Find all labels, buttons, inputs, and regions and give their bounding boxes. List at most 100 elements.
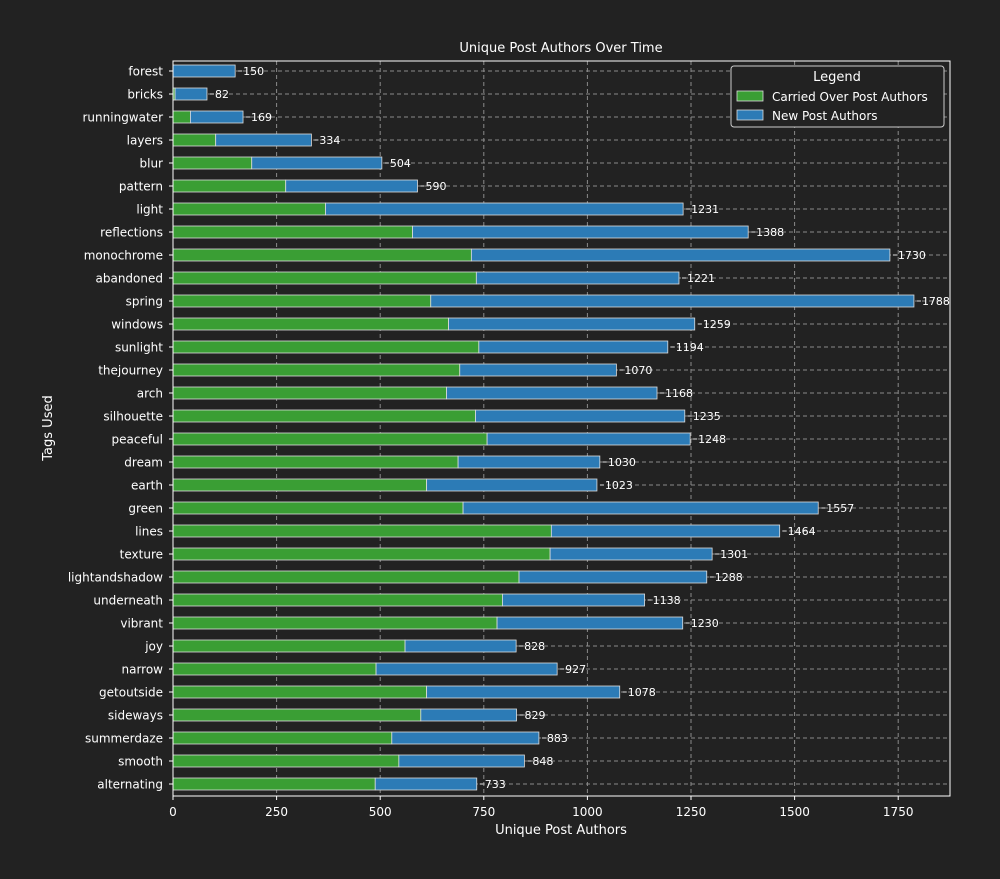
bar-carried-light [172, 202, 326, 216]
data-label-dream: 1030 [608, 456, 636, 469]
bar-new-runningwater [190, 110, 244, 124]
bar-carried-spring [172, 294, 432, 308]
y-tick-label-light: light [136, 203, 163, 217]
data-label-vibrant: 1230 [691, 617, 719, 630]
bar-carried-arch [172, 386, 447, 400]
bar-new-lightandshadow [518, 570, 708, 584]
legend-swatch-new [736, 109, 764, 121]
y-tick-label-spring: spring [126, 295, 163, 309]
data-label-abandoned: 1221 [687, 272, 715, 285]
bar-new-sunlight [478, 340, 669, 354]
data-label-sunlight: 1194 [676, 341, 704, 354]
data-label-runningwater: 169 [251, 111, 272, 124]
legend-swatch-carried [736, 90, 764, 102]
data-label-peaceful: 1248 [698, 433, 726, 446]
x-tick-label: 500 [369, 805, 392, 819]
bar-new-getoutside [426, 685, 621, 699]
bar-new-peaceful [486, 432, 691, 446]
data-label-smooth: 848 [532, 755, 553, 768]
y-tick-label-alternating: alternating [97, 778, 163, 792]
y-tick-label-reflections: reflections [100, 226, 163, 240]
bar-new-light [325, 202, 684, 216]
bar-carried-windows [172, 317, 449, 331]
data-labels: 150 82 169 334 504 590 1231 1388 1730 1221 1788 125… [209, 65, 950, 791]
x-tick-label: 250 [265, 805, 288, 819]
bar-new-silhouette [475, 409, 686, 423]
y-tick-label-arch: arch [137, 387, 163, 401]
data-label-pattern: 590 [425, 180, 446, 193]
y-tick-label-underneath: underneath [93, 594, 163, 608]
y-tick-label-runningwater: runningwater [83, 111, 164, 125]
bar-new-lines [550, 524, 781, 538]
bar-new-alternating [374, 777, 478, 791]
data-label-texture: 1301 [720, 548, 748, 561]
data-label-lightandshadow: 1288 [715, 571, 743, 584]
y-tick-label-blur: blur [140, 157, 164, 171]
bar-carried-underneath [172, 593, 503, 607]
y-tick-label-texture: texture [120, 548, 163, 562]
bar-new-windows [448, 317, 696, 331]
y-tick-labels: forest bricks runningwater layers blur patter… [68, 65, 173, 792]
bar-carried-joy [172, 639, 406, 653]
bar-new-green [462, 501, 819, 515]
bar-new-texture [549, 547, 713, 561]
bar-new-forest [172, 64, 236, 78]
bar-new-reflections [412, 225, 749, 239]
data-label-spring: 1788 [922, 295, 950, 308]
bar-carried-silhouette [172, 409, 476, 423]
y-tick-label-peaceful: peaceful [112, 433, 164, 447]
plot-frame [172, 60, 951, 797]
legend: Legend Carried Over Post Authors New Pos… [730, 65, 945, 128]
bar-new-joy [404, 639, 517, 653]
bar-new-narrow [375, 662, 558, 676]
x-tick-label: 1250 [676, 805, 707, 819]
data-label-thejourney: 1070 [624, 364, 652, 377]
data-label-light: 1231 [691, 203, 719, 216]
bar-new-earth [426, 478, 598, 492]
bar-carried-dream [172, 455, 459, 469]
data-label-earth: 1023 [605, 479, 633, 492]
bar-carried-lightandshadow [172, 570, 520, 584]
data-label-joy: 828 [524, 640, 545, 653]
y-tick-label-summerdaze: summerdaze [85, 732, 163, 746]
data-label-blur: 504 [390, 157, 411, 170]
data-label-sideways: 829 [525, 709, 546, 722]
legend-entry-carried: Carried Over Post Authors [772, 90, 928, 104]
bar-carried-texture [172, 547, 551, 561]
y-tick-label-bricks: bricks [127, 88, 163, 102]
bar-carried-peaceful [172, 432, 488, 446]
bar-carried-summerdaze [172, 731, 393, 745]
data-label-alternating: 733 [485, 778, 506, 791]
data-label-summerdaze: 883 [547, 732, 568, 745]
y-tick-label-green: green [128, 502, 163, 516]
y-tick-label-silhouette: silhouette [103, 410, 163, 424]
bar-new-monochrome [470, 248, 891, 262]
y-tick-label-thejourney: thejourney [98, 364, 163, 378]
y-axis-label: Tags Used [41, 395, 56, 461]
x-tick-label: 1750 [883, 805, 914, 819]
data-label-narrow: 927 [565, 663, 586, 676]
bar-new-layers [215, 133, 312, 147]
data-label-layers: 334 [319, 134, 340, 147]
bar-carried-thejourney [172, 363, 461, 377]
y-tick-label-dream: dream [124, 456, 163, 470]
legend-entry-new: New Post Authors [772, 109, 878, 123]
data-label-bricks: 82 [215, 88, 229, 101]
bar-carried-sideways [172, 708, 422, 722]
bar-new-smooth [398, 754, 525, 768]
data-label-green: 1557 [826, 502, 854, 515]
legend-box [730, 65, 945, 128]
bar-carried-green [172, 501, 464, 515]
chart-title: Unique Post Authors Over Time [459, 41, 662, 56]
y-tick-label-getoutside: getoutside [99, 686, 163, 700]
x-tick-label: 1500 [779, 805, 810, 819]
y-tick-label-joy: joy [144, 640, 163, 654]
bar-new-dream [457, 455, 601, 469]
bar-new-underneath [502, 593, 645, 607]
y-tick-label-narrow: narrow [121, 663, 163, 677]
y-tick-label-lines: lines [135, 525, 163, 539]
bar-carried-abandoned [172, 271, 477, 285]
y-tick-label-abandoned: abandoned [96, 272, 164, 286]
bar-carried-layers [172, 133, 217, 147]
y-tick-label-forest: forest [128, 65, 163, 79]
